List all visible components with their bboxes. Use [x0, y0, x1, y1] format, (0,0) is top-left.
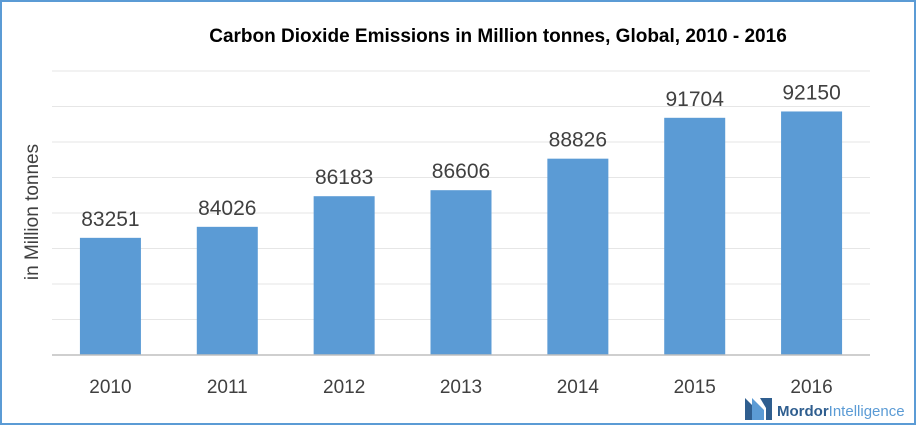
x-tick-label-2012: 2012: [323, 377, 365, 398]
bar-2010: [79, 237, 141, 355]
mordor-logo: MordorIntelligence: [745, 398, 905, 420]
value-label-2011: 84026: [198, 197, 256, 220]
bar-2015: [664, 117, 726, 356]
x-tick-label-2013: 2013: [440, 377, 482, 398]
bar-2011: [196, 226, 258, 355]
value-label-2014: 88826: [549, 129, 607, 152]
mordor-logo-mark-icon: [745, 398, 772, 420]
bars: [79, 111, 843, 356]
bar-2014: [547, 158, 609, 355]
bar-2016: [781, 111, 843, 355]
logo-text-mordor: Mordor: [777, 403, 829, 420]
x-tick-label-2011: 2011: [207, 377, 248, 398]
x-tick-labels: 2010 2011 2012 2013 2014 2015 2016: [89, 377, 832, 398]
y-axis-label: in Million tonnes: [22, 144, 43, 280]
value-label-2010: 83251: [81, 208, 139, 231]
svg-text:MordorIntelligence: MordorIntelligence: [777, 403, 905, 420]
x-tick-label-2014: 2014: [557, 377, 600, 398]
value-label-2013: 86606: [432, 160, 490, 183]
chart-title: Carbon Dioxide Emissions in Million tonn…: [209, 26, 787, 47]
logo-text-intelligence: Intelligence: [829, 403, 905, 420]
x-tick-label-2010: 2010: [89, 377, 131, 398]
bar-2013: [430, 190, 492, 355]
value-label-2012: 86183: [315, 166, 373, 189]
x-tick-label-2015: 2015: [674, 377, 716, 398]
gridlines: [52, 70, 870, 320]
x-tick-label-2016: 2016: [790, 377, 832, 398]
value-label-2016: 92150: [782, 81, 840, 104]
bar-2012: [313, 196, 375, 355]
value-label-2015: 91704: [666, 88, 725, 111]
value-labels: 83251 84026 86183 86606 88826 91704 92150: [81, 81, 841, 230]
